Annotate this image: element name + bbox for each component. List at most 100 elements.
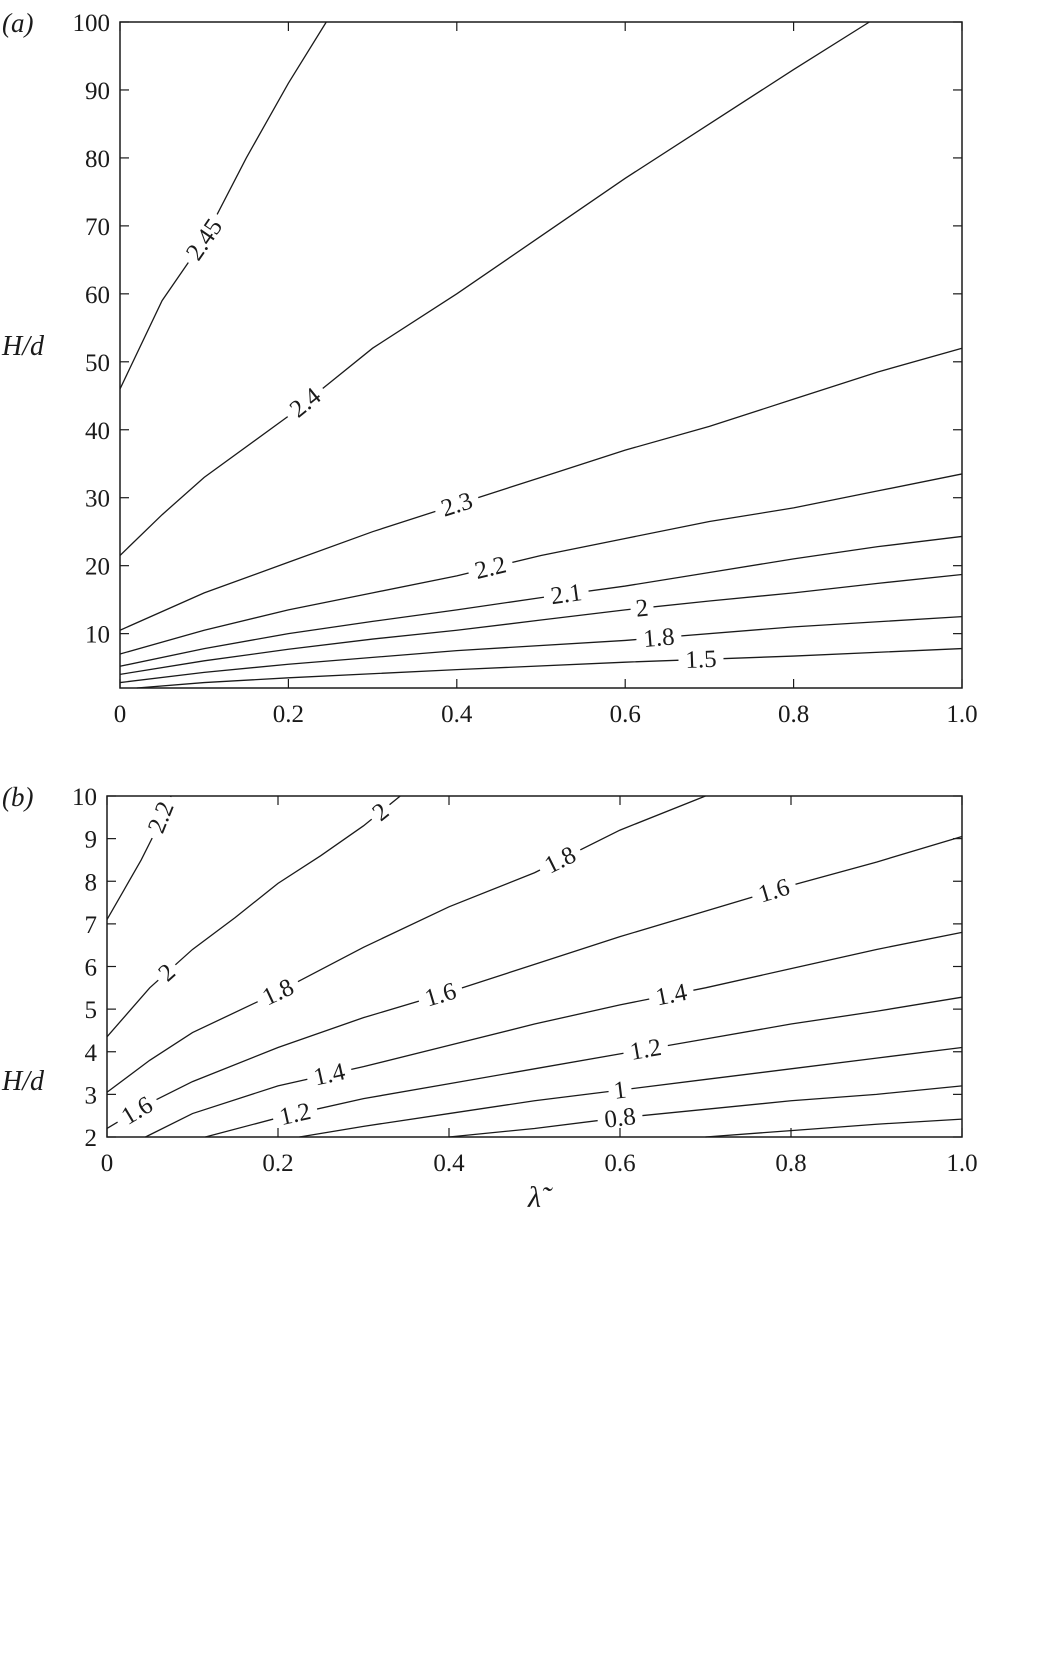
contour-label-background — [534, 839, 586, 881]
contour-label: 1.2 — [621, 1033, 670, 1066]
contour-label: 2 — [629, 594, 655, 623]
y-tick-label: 9 — [85, 827, 98, 854]
contour-line-1-5 — [136, 647, 963, 689]
contour-label-background — [621, 1033, 670, 1066]
y-tick-label: 2 — [85, 1125, 98, 1152]
y-tick-label: 10 — [85, 622, 110, 649]
contour-label-text: 2.1 — [549, 579, 584, 610]
contour-line-2-3 — [119, 347, 963, 631]
x-tick-label: 0.6 — [604, 1150, 635, 1177]
contour-line-2 — [119, 573, 963, 676]
contour-label-background — [646, 978, 696, 1011]
contour-lines — [106, 795, 963, 1138]
contour-label-background — [111, 1088, 163, 1133]
contour-label: 2 — [364, 795, 398, 829]
contour-line-unlabeled — [705, 1118, 963, 1138]
x-tick-label: 0.6 — [610, 701, 641, 728]
x-tick-label: 0.8 — [775, 1150, 806, 1177]
y-tick-label: 3 — [85, 1082, 98, 1109]
y-tick-label: 100 — [73, 10, 111, 37]
y-tick-label: 70 — [85, 214, 110, 241]
x-tick-label: 0.2 — [273, 701, 304, 728]
contour-label-background — [542, 579, 591, 610]
contour-line-1-8 — [119, 615, 963, 684]
y-tick-label: 6 — [85, 955, 98, 982]
contour-label-background — [270, 1097, 320, 1131]
y-tick-label: 90 — [85, 78, 110, 105]
contour-label-background — [748, 872, 799, 909]
y-tick-label: 7 — [85, 912, 98, 939]
y-tick-label: 4 — [85, 1040, 98, 1067]
contour-line-1-8 — [106, 795, 706, 1093]
x-tick-label: 0.2 — [262, 1150, 293, 1177]
x-tick-label: 0.4 — [433, 1150, 465, 1177]
contour-label: 2.45 — [178, 209, 230, 270]
contour-label: 1.4 — [646, 978, 696, 1011]
x-tick-label: 0.4 — [441, 701, 473, 728]
contour-label: 1.6 — [748, 872, 799, 909]
contour-label: 1.6 — [111, 1088, 163, 1133]
contour-line-2-45 — [119, 21, 327, 390]
x-tick-label: 0 — [114, 701, 127, 728]
y-tick-label: 60 — [85, 282, 110, 309]
panel-a: 2.45 2.4 2.3 2.2 2.1 21.8 1.5 0 0.2 0.4 0.6 0.8 1.0 1… — [1, 8, 978, 728]
y-tick-label: 80 — [85, 146, 110, 173]
panel-label: (b) — [2, 782, 33, 812]
contour-label-text: 1.2 — [277, 1098, 313, 1131]
plot-frame — [119, 21, 963, 689]
y-axis: 2 3 4 5 6 7 8 9 10 — [72, 784, 962, 1152]
y-tick-label: 10 — [72, 784, 97, 811]
contour-label: 2.4 — [280, 379, 331, 427]
contour-label-text: 1 — [612, 1076, 628, 1104]
contour-labels: 2.45 2.4 2.3 2.2 2.1 21.8 1.5 — [178, 209, 724, 674]
y-tick-label: 40 — [85, 418, 110, 445]
plot-frame — [106, 795, 963, 1138]
x-tick-label: 1.0 — [946, 1150, 977, 1177]
contour-label: 1.8 — [252, 971, 304, 1013]
contour-line-2-4 — [119, 21, 870, 556]
contour-label-text: 1.5 — [685, 646, 717, 674]
contour-label-background — [678, 646, 724, 673]
contour-label: 1.6 — [415, 976, 466, 1013]
contour-line-0-8 — [448, 1085, 963, 1138]
contour-label-background — [635, 623, 683, 652]
y-axis: 10 20 30 40 50 60 70 80 90 100 — [73, 10, 962, 649]
y-tick-label: 30 — [85, 486, 110, 513]
x-axis: 0 0.2 0.4 0.6 0.8 1.0 — [101, 796, 978, 1177]
contour-label-background — [150, 955, 184, 990]
contour-label-background — [629, 594, 655, 622]
y-axis-label: H/d — [1, 1066, 45, 1097]
contour-label: 2.1 — [542, 579, 591, 610]
contour-label: 2.2 — [141, 791, 181, 843]
contour-line-2-1 — [119, 535, 963, 667]
contour-label-background — [431, 486, 482, 523]
contour-line-1-4 — [145, 931, 963, 1138]
contour-line-1-6 — [106, 835, 963, 1130]
x-tick-label: 0 — [101, 1150, 114, 1177]
contour-label-background — [415, 976, 466, 1013]
y-axis-label: H/d — [1, 331, 45, 362]
y-tick-label: 8 — [85, 869, 98, 896]
contour-label: 2.3 — [431, 486, 482, 523]
panel-b: 2.2 2 2 1.8 1.8 1.6 1.6 1.6 1.4 1.4 1.2 1.2 1 0.8 0 0.2… — [1, 782, 978, 1214]
panel-label: (a) — [2, 8, 33, 38]
contour-label: 1.5 — [678, 646, 724, 674]
contour-label-background — [141, 791, 181, 843]
contour-label-background — [304, 1057, 354, 1091]
contour-label-text: 2 — [634, 594, 649, 622]
contour-label-background — [596, 1103, 644, 1133]
contour-label-text: 1.4 — [311, 1058, 348, 1091]
contour-label-text: 2.2 — [472, 551, 509, 585]
contour-lines — [119, 21, 963, 689]
x-tick-label: 0.8 — [778, 701, 809, 728]
y-tick-label: 20 — [85, 554, 110, 581]
contour-label: 1.8 — [534, 839, 586, 881]
x-tick-label: 1.0 — [946, 701, 977, 728]
contour-label-background — [178, 209, 230, 270]
y-tick-label: 5 — [85, 997, 98, 1024]
contour-label-text: 1.8 — [642, 623, 675, 652]
contour-line-2-2 — [119, 473, 963, 655]
contour-label-background — [252, 971, 304, 1013]
contour-label: 2.2 — [465, 550, 516, 585]
